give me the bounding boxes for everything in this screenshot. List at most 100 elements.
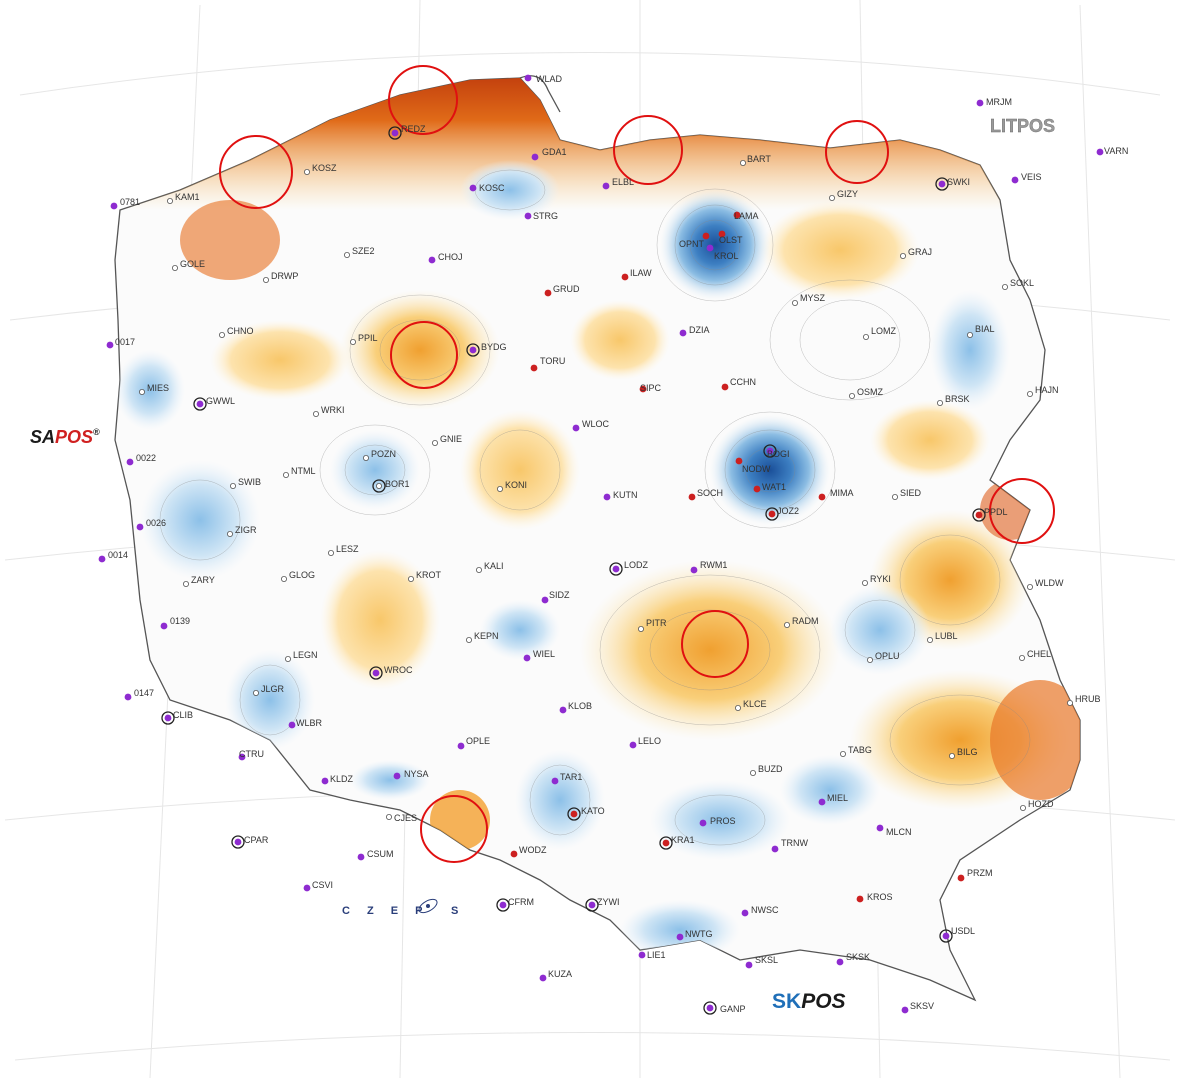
station-marker-icon (469, 184, 477, 192)
station-label: HRUB (1075, 694, 1101, 704)
station-oplu: OPLU (867, 651, 900, 664)
station-marker-icon (1027, 584, 1034, 591)
station-label: NTML (291, 466, 316, 476)
station-marker-icon (160, 622, 168, 630)
station-label: OPLE (466, 736, 490, 746)
station-marker-icon (280, 576, 287, 583)
station-label: NWSC (751, 905, 779, 915)
station-ring-icon (369, 666, 383, 680)
station-label: WLDW (1035, 578, 1064, 588)
station-marker-icon (284, 656, 291, 663)
station-mlcn: MLCN (876, 824, 912, 837)
station-marker-icon (182, 581, 189, 588)
station-marker-icon (901, 1006, 909, 1014)
station-marker-icon (753, 485, 761, 493)
station-label: WAT1 (762, 482, 786, 492)
station-marker-icon (110, 202, 118, 210)
station-ctru: CTRU (238, 749, 264, 761)
station-label: KRA1 (671, 835, 695, 845)
station-marker-icon (784, 622, 791, 629)
station-elbl: ELBL (602, 177, 634, 190)
station-layer: WLAD MRJM VARN VEIS 0781 0017 0022 0026 0014 0139… (98, 74, 1128, 1015)
station-kros: KROS (856, 892, 893, 903)
station-label: OLST (719, 235, 743, 245)
station-marker-icon (942, 932, 950, 940)
station-bial: BIAL (967, 324, 995, 338)
station-label: SKSV (910, 1001, 934, 1011)
station-lesz: LESZ (327, 544, 359, 557)
station-marker-icon (530, 364, 538, 372)
station-marker-icon (349, 338, 356, 345)
station-marker-icon (1019, 655, 1026, 662)
station-label: 0139 (170, 616, 190, 626)
station-ntml: NTML (282, 466, 316, 478)
station-wroc: WROC (369, 665, 413, 680)
station-sksk: SKSK (836, 952, 870, 966)
station-clib: CLIB (161, 710, 193, 725)
highlight-circle (825, 120, 889, 184)
station-marker-icon (829, 194, 836, 201)
station-koni: KONI (496, 480, 527, 492)
station-wrki: WRKI (312, 405, 345, 417)
station-marker-icon (288, 721, 296, 729)
station-label: PITR (646, 618, 667, 628)
station-hozd: HOZD (1020, 799, 1054, 812)
station-label: CTRU (239, 749, 264, 759)
network-labels: SAPOS® LITPOS C Z E P S SKPOS (30, 116, 1055, 1013)
station-label: TRNW (781, 838, 808, 848)
station-hrub: HRUB (1067, 694, 1101, 707)
station-marker-icon (238, 753, 246, 761)
station-label: WLBR (296, 718, 323, 728)
highlight-circle (390, 321, 458, 389)
station-kam1: KAM1 (166, 192, 200, 204)
station-cjes: CJES (385, 813, 417, 823)
station-marker-icon (679, 329, 687, 337)
station-label: BIAL (975, 324, 995, 334)
station-klce: KLCE (735, 699, 767, 712)
station-marker-icon (629, 741, 637, 749)
station-label: WLAD (536, 74, 563, 84)
station-label: LAMA (734, 211, 759, 221)
station-label: REDZ (401, 124, 426, 134)
station-marker-icon (699, 819, 707, 827)
station-marker-icon (792, 299, 799, 306)
station-marker-icon (733, 211, 741, 219)
station-marker-icon (499, 901, 507, 909)
station-marker-icon (892, 493, 899, 500)
station-ring-icon (231, 835, 245, 849)
station-label: HOZD (1028, 799, 1054, 809)
station-swib: SWIB (229, 477, 261, 489)
station-marker-icon (98, 555, 106, 563)
station-lama: LAMA (733, 211, 759, 221)
station-marker-icon (927, 637, 934, 644)
station-sze2: SZE2 (343, 246, 375, 258)
station-marker-icon (375, 482, 382, 489)
station-label: SIPC (640, 383, 662, 393)
station-marker-icon (639, 385, 647, 393)
station-marker-icon (840, 751, 847, 758)
station-label: BILG (957, 747, 978, 757)
station-ilaw: ILAW (621, 268, 652, 281)
station-label: KONI (505, 480, 527, 490)
station-marker-icon (551, 777, 559, 785)
station-label: GANP (720, 1004, 746, 1014)
station-label: JLGR (261, 684, 285, 694)
station-label: MLCN (886, 827, 912, 837)
station-label: VARN (1104, 146, 1128, 156)
station-grud: GRUD (544, 284, 580, 297)
station-label: GWWL (206, 396, 235, 406)
litpos-label: LITPOS (990, 116, 1055, 136)
station-gole: GOLE (171, 259, 205, 271)
svg-text:S: S (451, 905, 458, 917)
station-label: KATO (581, 806, 605, 816)
station-marker-icon (469, 346, 477, 354)
station-label: GOLE (180, 259, 205, 269)
station-mrjm: MRJM (976, 97, 1012, 107)
station-dzia: DZIA (679, 325, 710, 337)
station-label: GIZY (837, 189, 858, 199)
highlight-circle (681, 610, 749, 678)
station-label: CSVI (312, 880, 333, 890)
station-marker-icon (321, 777, 329, 785)
station-glog: GLOG (280, 570, 315, 583)
station-label: KAM1 (175, 192, 200, 202)
